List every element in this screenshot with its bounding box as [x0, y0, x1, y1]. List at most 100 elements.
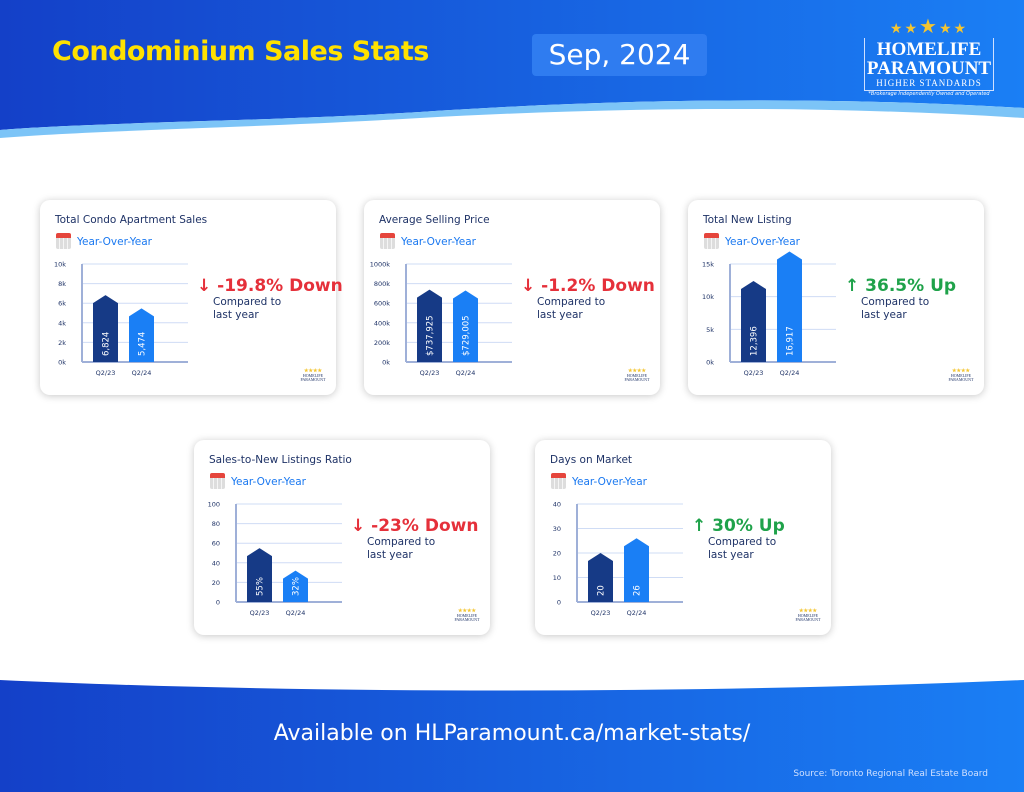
bar-chart: 0 10 20 30 40 20 Q2/23 26 Q2/24 — [553, 501, 683, 617]
footer-banner — [0, 680, 1024, 792]
card-title: Sales-to-New Listings Ratio — [209, 454, 352, 466]
card-title: Total Condo Apartment Sales — [55, 214, 208, 226]
y-tick-label: 100 — [208, 501, 220, 509]
bar — [93, 295, 118, 362]
stat-card: Average Selling Price Year-Over-Year ↓ -… — [364, 200, 660, 395]
change-indicator: ↓ -19.8% Down Compared to last year — [197, 276, 343, 322]
logo-line1: HOMELIFE — [876, 39, 982, 60]
date-badge: Sep, 2024 — [532, 34, 707, 76]
y-tick-label: 10 — [553, 574, 561, 582]
bar — [588, 553, 613, 602]
y-tick-label: 4k — [58, 319, 66, 327]
logo-note: *Brokerage Independently Owned and Opera… — [868, 91, 990, 97]
card-title: Total New Listing — [703, 214, 792, 226]
y-tick-label: 40 — [212, 559, 220, 567]
arrow-up-icon: ↑ — [845, 276, 860, 296]
bar-value-label: $737,925 — [426, 315, 436, 356]
y-tick-label: 0 — [557, 599, 561, 607]
y-tick-label: 200k — [374, 339, 390, 347]
compare-text: Compared to last year — [367, 536, 436, 561]
bar — [283, 570, 308, 602]
period-label: Year-Over-Year — [231, 476, 306, 488]
x-tick-label: Q2/23 — [250, 609, 270, 617]
y-tick-label: 800k — [374, 280, 390, 288]
bar — [624, 538, 649, 602]
bar-value-label: 26 — [633, 585, 643, 596]
stat-card: Total Condo Apartment Sales Year-Over-Ye… — [40, 200, 343, 395]
y-tick-label: 8k — [58, 280, 66, 288]
y-tick-label: 80 — [212, 520, 220, 528]
bar-value-label: 32% — [292, 577, 302, 596]
x-tick-label: Q2/23 — [420, 369, 440, 377]
card-title: Days on Market — [550, 454, 633, 466]
calendar-icon — [210, 473, 225, 489]
calendar-icon — [56, 233, 71, 249]
change-value: 36.5% Up — [865, 276, 957, 296]
bar-value-label: 12,396 — [750, 326, 760, 356]
bar-value-label: 16,917 — [786, 326, 796, 356]
change-indicator: ↓ -1.2% Down Compared to last year — [521, 276, 655, 322]
arrow-down-icon: ↓ — [351, 516, 366, 536]
y-tick-label: 30 — [553, 525, 561, 533]
homelife-logo: ★★★★★ HOMELIFE PARAMOUNT HIGHER STANDARD… — [864, 14, 994, 97]
bar-value-label: 55% — [256, 577, 266, 596]
x-tick-label: Q2/23 — [744, 369, 764, 377]
period-label: Year-Over-Year — [77, 236, 152, 248]
y-tick-label: 15k — [702, 261, 714, 269]
bar — [129, 308, 154, 362]
x-tick-label: Q2/23 — [96, 369, 116, 377]
y-tick-label: 600k — [374, 300, 390, 308]
calendar-icon — [704, 233, 719, 249]
bar-chart: 0k 2k 4k 6k 8k 10k 6,824 Q2/23 5,474 Q2/24 — [54, 261, 188, 377]
change-value: 30% Up — [712, 516, 785, 536]
period-label: Year-Over-Year — [401, 236, 476, 248]
bar-chart: 0 20 40 60 80 100 55% Q2/23 32% Q2/24 — [208, 501, 342, 617]
y-tick-label: 0 — [216, 599, 220, 607]
bar-chart: 0k 200k 400k 600k 800k 1000k $737,925 Q2/23 $729… — [370, 261, 512, 377]
logo-tagline: HIGHER STANDARDS — [876, 78, 982, 88]
footer-link[interactable]: Available on HLParamount.ca/market-stats… — [273, 721, 751, 746]
bar-value-label: 6,824 — [102, 332, 112, 356]
bar — [777, 251, 802, 362]
stars-icon: ★★★★★ — [889, 14, 969, 38]
header-banner — [0, 0, 1024, 138]
y-tick-label: 10k — [54, 261, 66, 269]
bar — [741, 281, 766, 362]
arrow-up-icon: ↑ — [692, 516, 707, 536]
y-tick-label: 20 — [553, 550, 561, 558]
card-title: Average Selling Price — [379, 214, 490, 226]
x-tick-label: Q2/24 — [132, 369, 152, 377]
compare-text: Compared to last year — [213, 296, 282, 321]
source-note: Source: Toronto Regional Real Estate Boa… — [793, 769, 988, 779]
y-tick-label: 10k — [702, 293, 714, 301]
page-title: Condominium Sales Stats — [52, 36, 429, 67]
y-tick-label: 400k — [374, 319, 390, 327]
change-indicator: ↓ -23% Down Compared to last year — [351, 516, 478, 562]
change-value: -23% Down — [371, 516, 479, 536]
x-tick-label: Q2/24 — [780, 369, 800, 377]
y-tick-label: 6k — [58, 300, 66, 308]
stat-card: Days on Market Year-Over-Year ↑ 30% Up C… — [535, 440, 831, 635]
logo-line2: PARAMOUNT — [866, 58, 992, 79]
mini-logo: ★★★★ HOMELIFE PARAMOUNT — [624, 369, 650, 382]
calendar-icon — [380, 233, 395, 249]
bar-value-label: 20 — [597, 585, 607, 596]
y-tick-label: 20 — [212, 579, 220, 587]
bar — [247, 548, 272, 602]
y-tick-label: 1000k — [370, 261, 391, 269]
y-tick-label: 0k — [706, 359, 714, 367]
x-tick-label: Q2/24 — [627, 609, 647, 617]
change-indicator: ↑ 30% Up Compared to last year — [692, 516, 798, 562]
x-tick-label: Q2/24 — [456, 369, 476, 377]
period-label: Year-Over-Year — [725, 236, 800, 248]
change-value: -19.8% Down — [217, 276, 343, 296]
arrow-down-icon: ↓ — [197, 276, 212, 296]
arrow-down-icon: ↓ — [521, 276, 536, 296]
compare-text: Compared to last year — [708, 536, 777, 561]
compare-text: Compared to last year — [537, 296, 606, 321]
change-value: -1.2% Down — [541, 276, 655, 296]
period-label: Year-Over-Year — [572, 476, 647, 488]
compare-text: Compared to last year — [861, 296, 930, 321]
calendar-icon — [551, 473, 566, 489]
mini-logo: ★★★★ HOMELIFE PARAMOUNT — [795, 609, 821, 622]
